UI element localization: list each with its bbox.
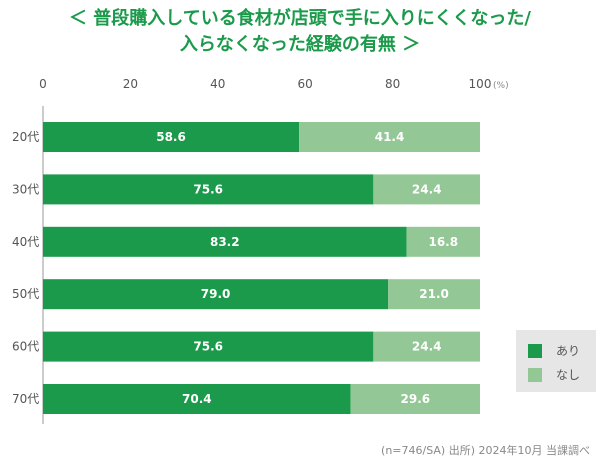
title-line-1: ＜ 普段購入している食材が店頭で手に入りにくくなった/ <box>69 8 531 29</box>
bar-segment-ari <box>43 279 389 310</box>
bar-segment-ari <box>43 384 351 414</box>
legend-swatch-ari <box>528 344 542 358</box>
data-label-nashi: 41.4 <box>375 130 405 144</box>
x-tick-label: 20 <box>123 77 138 91</box>
data-label-nashi: 16.8 <box>428 235 458 249</box>
x-tick-label: 80 <box>385 77 400 91</box>
data-label-ari: 79.0 <box>201 287 231 301</box>
data-label-nashi: 21.0 <box>419 287 449 301</box>
bar-segment-nashi <box>406 226 480 257</box>
data-label-ari: 58.6 <box>156 130 186 144</box>
data-label-ari: 75.6 <box>193 340 223 354</box>
data-label-ari: 83.2 <box>210 235 240 249</box>
data-label-ari: 70.4 <box>182 392 212 406</box>
bar-segment-nashi <box>388 279 480 310</box>
data-label-nashi: 24.4 <box>412 340 442 354</box>
bar-segment-nashi <box>373 174 480 205</box>
chart-title: ＜ 普段購入している食材が店頭で手に入りにくくなった/ 入らなくなった経験の有無… <box>0 6 600 58</box>
data-label-nashi: 29.6 <box>401 392 431 406</box>
bar-segment-ari <box>43 226 407 257</box>
x-tick-label: 100 <box>469 77 492 91</box>
title-line-2: 入らなくなった経験の有無 ＞ <box>179 34 421 55</box>
x-tick-label: 40 <box>210 77 225 91</box>
legend: あり なし <box>516 330 596 392</box>
category-label: 70代 <box>12 392 39 406</box>
x-tick-label: 0 <box>39 77 47 91</box>
x-tick-label: 60 <box>298 77 313 91</box>
bar-segment-ari <box>43 174 374 205</box>
bar-segment-ari <box>43 331 374 362</box>
bar-segment-ari <box>43 122 300 152</box>
category-label: 30代 <box>12 182 39 196</box>
data-label-ari: 75.6 <box>193 182 223 196</box>
legend-label-nashi: なし <box>556 368 581 382</box>
legend-label-ari: あり <box>556 344 581 358</box>
category-label: 40代 <box>12 235 39 249</box>
category-label: 50代 <box>12 287 39 301</box>
legend-swatch-nashi <box>528 368 542 382</box>
x-unit-label: (%) <box>493 81 509 91</box>
bar-segment-nashi <box>299 122 480 152</box>
data-label-nashi: 24.4 <box>412 182 442 196</box>
bar-segment-nashi <box>373 331 480 362</box>
source-note: (n=746/SA) 出所) 2024年10月 当課調べ <box>381 444 590 457</box>
bar-segment-nashi <box>350 384 480 414</box>
category-label: 20代 <box>12 130 39 144</box>
category-label: 60代 <box>12 340 39 354</box>
